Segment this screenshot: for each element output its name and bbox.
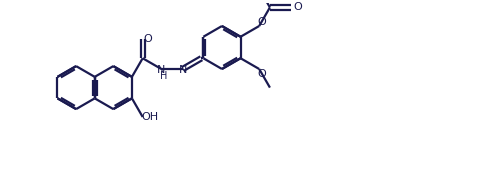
Text: OH: OH xyxy=(141,112,158,122)
Text: O: O xyxy=(258,17,266,27)
Text: N: N xyxy=(179,65,187,75)
Text: O: O xyxy=(258,69,266,79)
Text: N: N xyxy=(157,65,165,75)
Text: O: O xyxy=(293,2,302,12)
Text: O: O xyxy=(143,34,152,44)
Text: H: H xyxy=(159,71,167,81)
